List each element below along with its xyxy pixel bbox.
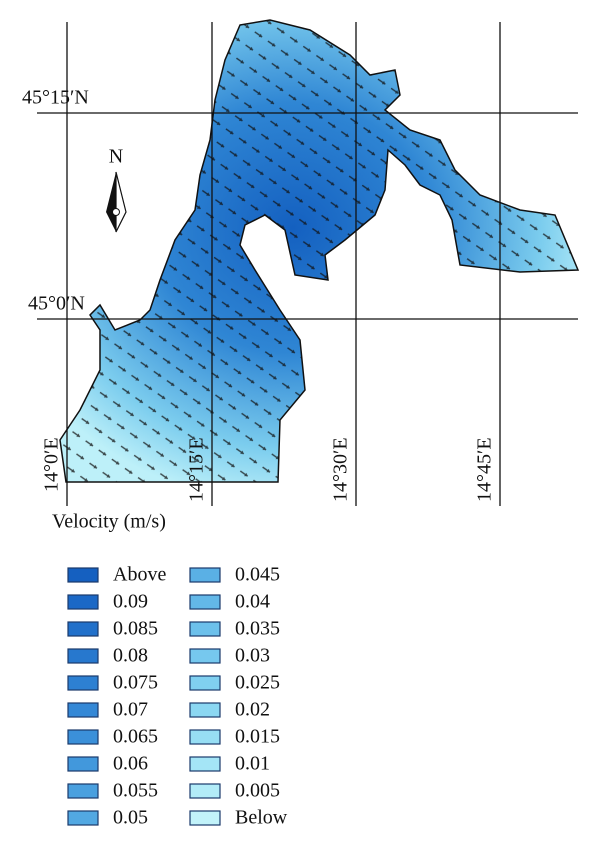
legend-label: Below [235, 807, 288, 829]
longitude-label: 14°45′E [474, 437, 496, 502]
legend-label: Above [113, 564, 166, 586]
legend-swatch [67, 756, 99, 772]
longitude-label: 14°15′E [186, 437, 208, 502]
legend-swatch [189, 810, 221, 826]
velocity-vectors [60, 20, 578, 482]
legend-label: 0.08 [113, 645, 148, 667]
latitude-label: 45°15′N [22, 87, 89, 109]
legend-label: 0.025 [235, 672, 280, 694]
legend-label: 0.085 [113, 618, 158, 640]
legend-swatch [67, 783, 99, 799]
legend-label: 0.06 [113, 753, 148, 775]
legend-label: 0.035 [235, 618, 280, 640]
legend-label: 0.03 [235, 645, 270, 667]
legend-label: 0.015 [235, 726, 280, 748]
legend-swatch [67, 594, 99, 610]
legend-swatch [189, 675, 221, 691]
north-label: N [109, 146, 123, 168]
legend-swatch [67, 810, 99, 826]
legend-label: 0.065 [113, 726, 158, 748]
legend-label: 0.02 [235, 699, 270, 721]
legend: Above 0.09 0.085 0.08 0.075 0.07 0.065 0.06 0.05… [67, 564, 288, 829]
legend-swatch [189, 648, 221, 664]
legend-swatch [67, 702, 99, 718]
legend-swatch [67, 648, 99, 664]
legend-label: 0.005 [235, 780, 280, 802]
legend-swatch [67, 621, 99, 637]
legend-label: 0.05 [113, 807, 148, 829]
legend-label: 0.09 [113, 591, 148, 613]
legend-swatch [67, 675, 99, 691]
legend-label: 0.04 [235, 591, 270, 613]
legend-label: 0.07 [113, 699, 148, 721]
legend-label: 0.045 [235, 564, 280, 586]
legend-label: 0.055 [113, 780, 158, 802]
latitude-label: 45°0′N [28, 293, 85, 315]
legend-swatch [189, 729, 221, 745]
legend-swatch [189, 702, 221, 718]
legend-swatch [189, 594, 221, 610]
legend-label: 0.075 [113, 672, 158, 694]
north-arrow: N [106, 146, 127, 233]
water-body [59, 19, 580, 483]
graticule [37, 22, 578, 506]
legend-swatch [189, 783, 221, 799]
legend-swatch [67, 729, 99, 745]
legend-swatch [189, 756, 221, 772]
longitude-label: 14°30′E [330, 437, 352, 502]
longitude-label: 14°0′E [41, 437, 63, 492]
legend-label: 0.01 [235, 753, 270, 775]
legend-swatch [189, 567, 221, 583]
legend-swatch [67, 567, 99, 583]
legend-swatch [189, 621, 221, 637]
legend-title: Velocity (m/s) [52, 511, 166, 533]
